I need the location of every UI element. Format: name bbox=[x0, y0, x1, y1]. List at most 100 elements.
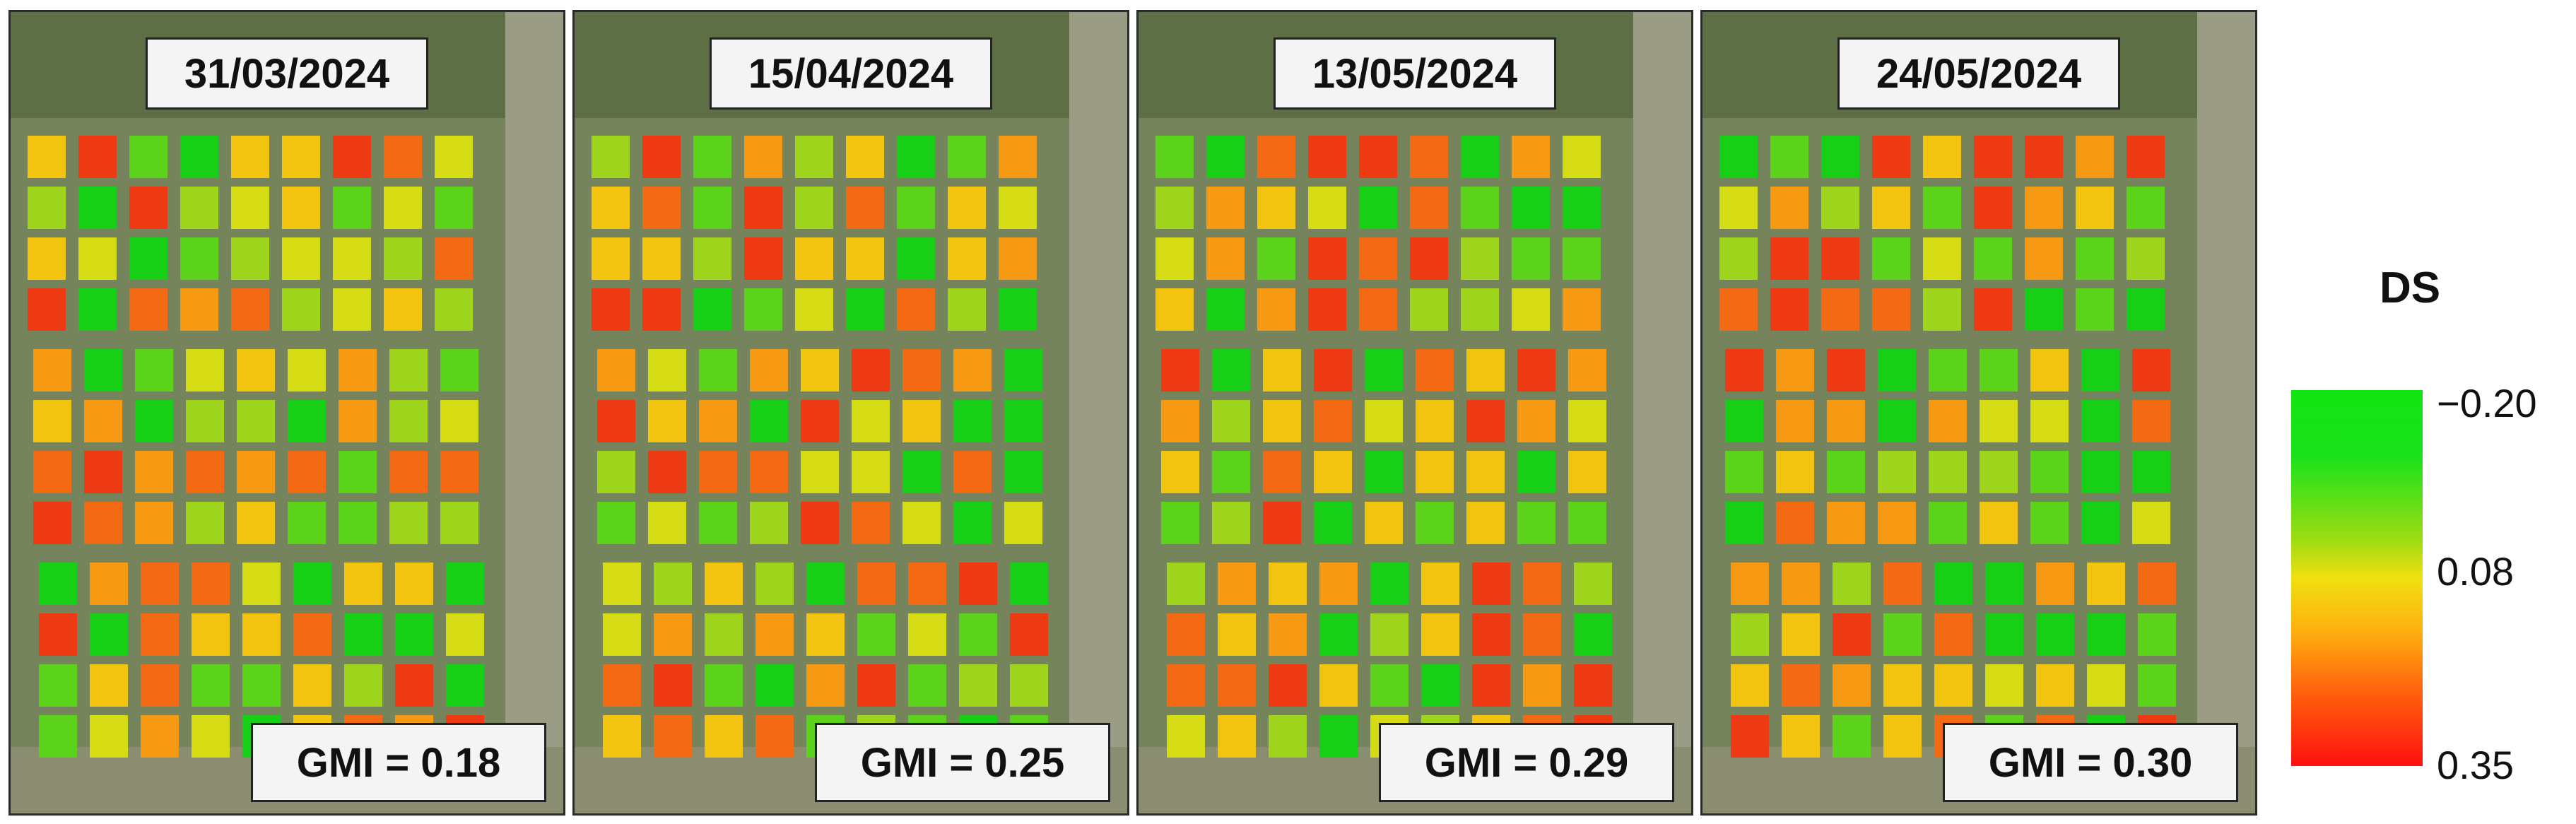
plot-cell bbox=[90, 613, 128, 656]
plot-cell bbox=[242, 664, 281, 707]
plot-cell bbox=[78, 136, 117, 178]
plot-cell bbox=[440, 502, 478, 544]
plot-cell bbox=[384, 288, 422, 331]
plot-cell bbox=[801, 349, 839, 392]
gmi-label: GMI = 0.29 bbox=[1379, 723, 1674, 802]
plot-cell bbox=[2132, 349, 2170, 392]
plot-cell bbox=[129, 136, 167, 178]
plot-cell bbox=[1974, 187, 2012, 229]
plot-cell bbox=[1466, 349, 1505, 392]
plot-cell bbox=[344, 563, 382, 605]
plot-cell bbox=[1878, 502, 1916, 544]
plot-cell bbox=[180, 288, 218, 331]
plot-cell bbox=[693, 187, 731, 229]
plot-cell bbox=[282, 136, 320, 178]
plot-cell bbox=[2127, 288, 2165, 331]
plot-cell bbox=[1155, 237, 1194, 280]
plot-cell bbox=[1883, 613, 1922, 656]
plot-cell bbox=[908, 664, 946, 707]
plot-cell bbox=[1923, 136, 1961, 178]
plot-cell bbox=[1523, 563, 1561, 605]
plot-cell bbox=[597, 502, 635, 544]
plot-cell bbox=[282, 288, 320, 331]
plot-cell bbox=[642, 187, 681, 229]
plot-cell bbox=[1731, 613, 1769, 656]
plot-cell bbox=[654, 563, 692, 605]
plot-cell bbox=[1934, 563, 1972, 605]
plot-cell bbox=[795, 288, 833, 331]
plot-cell bbox=[1770, 237, 1809, 280]
plot-cell bbox=[1731, 715, 1769, 758]
plot-cell bbox=[1263, 349, 1301, 392]
plot-cell bbox=[1568, 502, 1606, 544]
plot-cell bbox=[1212, 451, 1250, 493]
plot-cell bbox=[1161, 349, 1199, 392]
plot-cell bbox=[242, 563, 281, 605]
plot-cell bbox=[1206, 288, 1245, 331]
plot-cell bbox=[1776, 451, 1814, 493]
plot-cell bbox=[339, 502, 377, 544]
plot-cell bbox=[699, 502, 737, 544]
plot-cell bbox=[857, 664, 895, 707]
plot-cell bbox=[1821, 237, 1859, 280]
plot-cell bbox=[1206, 136, 1245, 178]
plot-cell bbox=[1370, 563, 1408, 605]
plot-cell bbox=[78, 288, 117, 331]
plot-cell bbox=[953, 349, 992, 392]
plot-cell bbox=[750, 502, 788, 544]
plot-cell bbox=[597, 400, 635, 442]
plot-cell bbox=[852, 349, 890, 392]
plot-cell bbox=[1466, 400, 1505, 442]
plot-cell bbox=[192, 715, 230, 758]
plot-cell bbox=[897, 136, 935, 178]
plot-cell bbox=[1731, 563, 1769, 605]
plot-cell bbox=[705, 613, 743, 656]
plot-cell bbox=[1512, 136, 1550, 178]
plot-cell bbox=[2087, 563, 2125, 605]
plot-cell bbox=[1218, 715, 1256, 758]
plot-cell bbox=[339, 349, 377, 392]
plot-cell bbox=[39, 563, 77, 605]
plot-cell bbox=[1155, 288, 1194, 331]
plot-cell bbox=[1359, 187, 1397, 229]
plot-cell bbox=[846, 237, 884, 280]
plot-cell bbox=[959, 563, 997, 605]
plot-cell bbox=[1883, 664, 1922, 707]
plot-cell bbox=[592, 288, 630, 331]
plot-cell bbox=[2081, 502, 2119, 544]
plot-cell bbox=[648, 502, 686, 544]
plot-cell bbox=[1167, 664, 1205, 707]
plot-map bbox=[1139, 12, 1691, 813]
plot-cell bbox=[1517, 451, 1555, 493]
plot-cell bbox=[642, 288, 681, 331]
plot-cell bbox=[2127, 187, 2165, 229]
plot-cell bbox=[1466, 502, 1505, 544]
plot-cell bbox=[440, 400, 478, 442]
plot-cell bbox=[1517, 502, 1555, 544]
plot-cell bbox=[1461, 237, 1499, 280]
plot-cell bbox=[2132, 502, 2170, 544]
plot-cell bbox=[744, 187, 782, 229]
plot-cell bbox=[2081, 400, 2119, 442]
plot-cell bbox=[705, 715, 743, 758]
plot-cell bbox=[1416, 451, 1454, 493]
plot-cell bbox=[1770, 187, 1809, 229]
plot-map bbox=[575, 12, 1127, 813]
plot-cell bbox=[2138, 563, 2176, 605]
plot-cell bbox=[1980, 349, 2018, 392]
plot-cell bbox=[2081, 451, 2119, 493]
plot-cell bbox=[1929, 400, 1967, 442]
plot-cell bbox=[1776, 349, 1814, 392]
plot-cell bbox=[39, 613, 77, 656]
plot-cell bbox=[642, 237, 681, 280]
map-panel-2: 15/04/2024 GMI = 0.25 bbox=[572, 10, 1129, 816]
plot-cell bbox=[1314, 400, 1352, 442]
plot-map bbox=[1702, 12, 2255, 813]
plot-cell bbox=[846, 136, 884, 178]
plot-cell bbox=[642, 136, 681, 178]
plot-cell bbox=[857, 563, 895, 605]
plot-cell bbox=[135, 451, 173, 493]
plot-cell bbox=[852, 451, 890, 493]
plot-cell bbox=[1365, 502, 1403, 544]
plot-cell bbox=[90, 664, 128, 707]
